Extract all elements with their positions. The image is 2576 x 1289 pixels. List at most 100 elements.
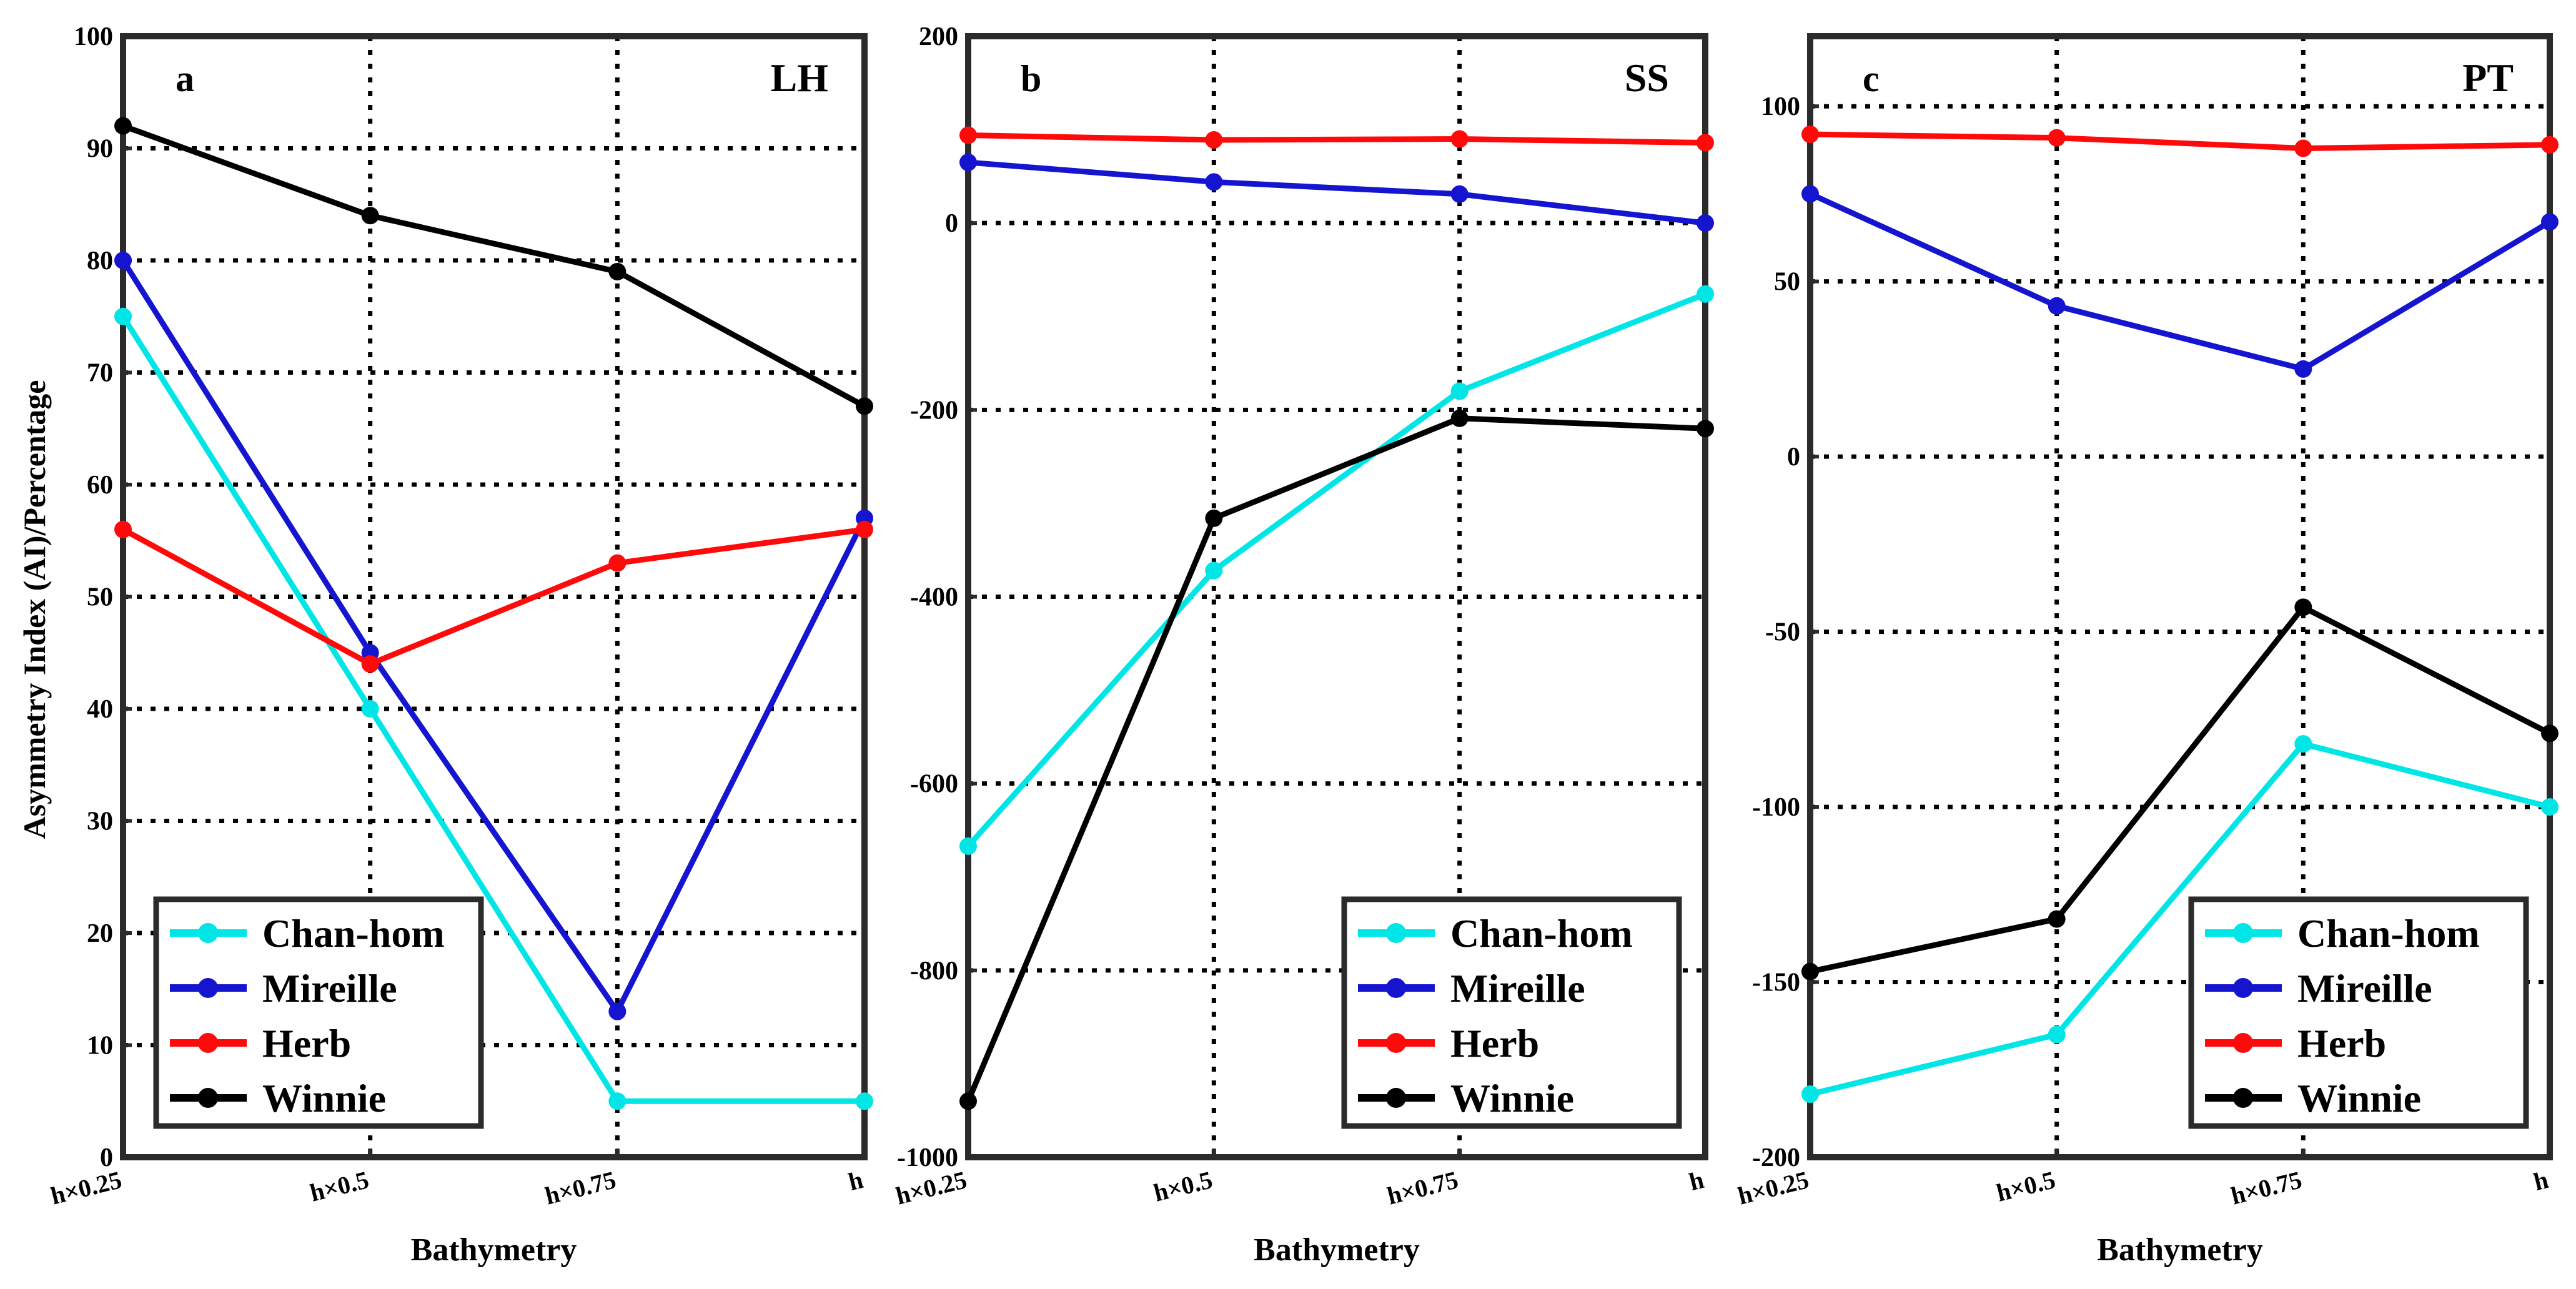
data-point-chan-hom (1697, 285, 1714, 303)
data-point-winnie (1205, 509, 1223, 527)
y-tick-label: 90 (87, 135, 113, 164)
data-point-winnie (1697, 420, 1714, 438)
data-point-mireille (608, 1002, 627, 1020)
data-point-chan-hom (1450, 382, 1469, 400)
x-tick-label: h×0.5 (1994, 1165, 2058, 1207)
data-point-winnie (608, 262, 627, 280)
y-tick-label: 40 (87, 695, 113, 724)
axes-frame (120, 33, 868, 1160)
panel-a: 0 10 20 30 40 50 60 70 80 90 100 h×0.25 h×0.5 h×0.75 h… (48, 22, 873, 1268)
x-tick-label: h×0.5 (307, 1165, 372, 1207)
y-tick-label: -800 (910, 957, 958, 985)
y-tick-label: -400 (910, 583, 958, 612)
series-line-mireille (121, 259, 868, 1015)
legend-label: Mireille (1450, 966, 1585, 1010)
data-point-mireille (1450, 185, 1469, 203)
series-line-winnie (1810, 604, 2552, 975)
data-point-herb (1801, 126, 1819, 144)
data-point-herb (2048, 129, 2066, 147)
data-point-chan-hom (2048, 1025, 2066, 1044)
x-tick-label: h×0.75 (542, 1165, 619, 1210)
data-point-chan-hom (2541, 798, 2559, 816)
series-line-mireille (1809, 191, 2552, 372)
data-point-winnie (959, 1092, 977, 1110)
panel-letter: a (176, 58, 194, 99)
y-tick-label: -100 (1752, 793, 1800, 822)
y-tick-label: 0 (100, 1143, 113, 1172)
data-point-herb (114, 520, 132, 538)
x-tick-label: h×0.5 (1151, 1165, 1215, 1207)
series-line-herb (121, 526, 865, 667)
y-tick-label: -1000 (897, 1143, 958, 1172)
data-point-winnie (114, 117, 132, 135)
legend: Chan-hom Mireille Herb Winnie (2188, 896, 2529, 1129)
y-tick-label: 50 (1774, 268, 1800, 297)
y-tick-label: 10 (87, 1032, 113, 1060)
legend-label: Winnie (1450, 1076, 1574, 1120)
panel-tag: LH (771, 56, 828, 100)
x-tick-label: h (1687, 1165, 1707, 1196)
series-line-chan-hom (121, 315, 864, 1104)
legend-swatch-marker (198, 978, 218, 998)
y-tick-label: -150 (1752, 969, 1800, 997)
legend-swatch-marker (198, 1033, 218, 1053)
data-point-chan-hom (959, 837, 977, 855)
data-point-winnie (361, 207, 379, 225)
data-point-herb (1697, 134, 1714, 152)
legend-swatch-marker (2233, 923, 2253, 943)
legend-label: Chan-hom (1450, 911, 1633, 956)
x-tick-label: h×0.75 (1384, 1165, 1461, 1210)
series-line-herb (968, 132, 1706, 146)
series-line-mireille (968, 159, 1706, 226)
data-point-winnie (1450, 409, 1469, 427)
legend-label: Mireille (2297, 966, 2432, 1010)
data-point-chan-hom (856, 1092, 873, 1110)
x-tick-label: h×0.25 (48, 1165, 125, 1210)
y-tick-label: -600 (910, 770, 958, 799)
y-tick-label: 70 (87, 359, 113, 388)
legend-swatch-marker (1386, 1033, 1406, 1053)
data-point-herb (361, 655, 379, 673)
legend-label: Winnie (262, 1076, 386, 1120)
data-point-winnie (2294, 598, 2312, 616)
data-point-winnie (2048, 910, 2066, 928)
y-tick-label: 80 (87, 247, 113, 275)
data-point-chan-hom (2294, 735, 2312, 753)
legend-label: Herb (2297, 1021, 2386, 1065)
legend-swatch-marker (1386, 978, 1406, 998)
legend-label: Herb (262, 1021, 351, 1065)
panel-letter: c (1863, 58, 1880, 99)
x-tick-label: h (846, 1165, 866, 1196)
data-point-herb (608, 554, 627, 572)
series-line-herb (1810, 131, 2550, 151)
x-tick-label: h×0.75 (2228, 1165, 2305, 1210)
y-tick-label: 20 (87, 919, 113, 948)
data-point-mireille (1205, 173, 1223, 191)
y-tick-label: 0 (945, 209, 958, 238)
series-line-chan-hom (1809, 741, 2551, 1097)
legend-swatch-marker (198, 923, 218, 943)
y-tick-label: 60 (87, 471, 113, 500)
legend-label: Mireille (262, 966, 397, 1010)
legend-label: Chan-hom (262, 911, 445, 956)
legend-swatch-marker (198, 1088, 218, 1108)
y-tick-label: 0 (1787, 443, 1800, 472)
data-point-winnie (2541, 724, 2559, 743)
data-point-herb (2294, 139, 2312, 157)
y-tick-label: 100 (1761, 92, 1800, 121)
data-point-herb (1205, 131, 1223, 149)
series-line-winnie (965, 415, 1706, 1102)
x-tick-label: h (2531, 1165, 2551, 1196)
data-point-mireille (959, 153, 977, 171)
panel-tag: SS (1625, 56, 1669, 100)
y-tick-label: 50 (87, 583, 113, 612)
legend-swatch-marker (2233, 978, 2253, 998)
data-point-herb (959, 126, 977, 144)
data-point-chan-hom (361, 700, 379, 718)
y-tick-label: 30 (87, 807, 113, 836)
x-axis-label: Bathymetry (2097, 1232, 2263, 1268)
x-axis-label: Bathymetry (411, 1232, 577, 1268)
data-point-chan-hom (608, 1092, 627, 1110)
